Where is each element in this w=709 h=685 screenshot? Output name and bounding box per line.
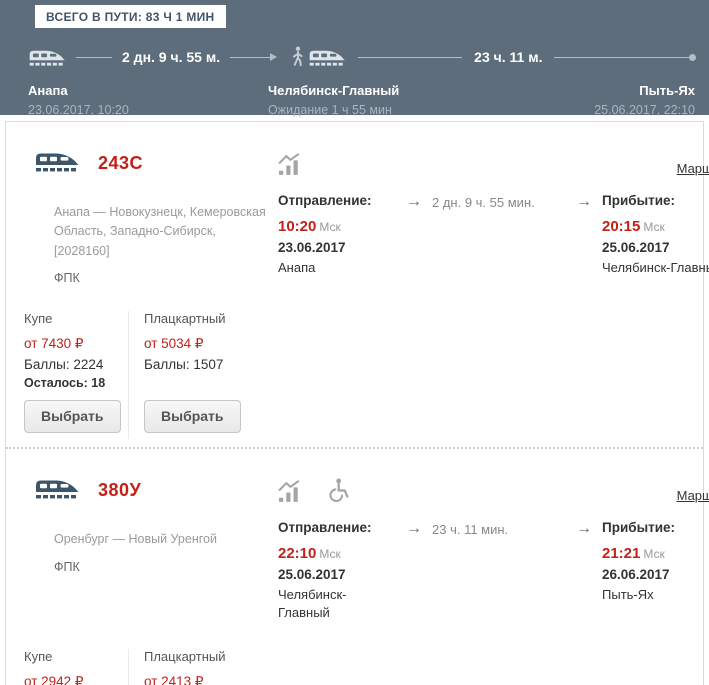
stop-info: Ожидание 1 ч 55 мин (268, 103, 392, 117)
arrival-date: 26.06.2017 (602, 567, 670, 583)
fare-class-label: Плацкартный (144, 311, 226, 327)
route-line (76, 56, 112, 58)
train-info-column: 243С Анапа — Новокузнецк, Кемеровская Об… (34, 148, 278, 285)
arrival-block: Прибытие: 21:21 Мск 26.06.2017 Пыть-Ях (602, 520, 709, 604)
transfer-walk-icon (291, 46, 304, 68)
fare-column-kupe: Купе от 2942 ₽ Баллы: 880 (24, 649, 128, 685)
trip-duration: 23 ч. 11 мин. (432, 522, 509, 538)
fare-column-kupe: Купе от 7430 ₽ Баллы: 2224 Осталось: 18 … (24, 311, 128, 439)
route-arrowhead (270, 53, 278, 61)
arrival-time: 21:21 (602, 545, 641, 563)
fare-column-platzkart: Плацкартный от 5034 ₽ Баллы: 1507 Выбрат… (128, 311, 313, 440)
route-line-end-dot (554, 53, 696, 61)
select-button[interactable]: Выбрать (144, 400, 241, 434)
fare-class-label: Купе (24, 311, 53, 327)
stop-origin: Анапа 23.06.2017, 10:20 (28, 83, 268, 117)
segment-arrow-icon: → (406, 520, 422, 538)
segment-arrow-icon: → (576, 520, 592, 538)
arrival-date: 25.06.2017 (602, 240, 670, 255)
departure-station: Челябинск-Главный (278, 587, 347, 621)
departure-date: 25.06.2017 (278, 567, 346, 583)
carrier-name: ФПК (54, 559, 80, 574)
route-line (230, 56, 271, 58)
train-card: 243С Анапа — Новокузнецк, Кемеровская Об… (6, 122, 709, 447)
departure-label: Отправление: (278, 193, 372, 208)
trip-duration: 2 дн. 9 ч. 55 мин. (432, 195, 535, 210)
train-number: 243С (98, 153, 144, 173)
train-route: Оренбург — Новый Уренгой (54, 532, 217, 547)
route-diagram: 2 дн. 9 ч. 55 м. 23 ч. 11 м. (0, 44, 709, 70)
departure-time: 10:20 (278, 218, 317, 235)
fare-class-label: Плацкартный (144, 648, 226, 664)
stats-icon (278, 480, 305, 503)
arrival-block: Прибытие: 20:15 Мск 25.06.2017 Челябинск-… (602, 193, 709, 277)
departure-date: 23.06.2017 (278, 240, 346, 255)
leg-duration: 23 ч. 11 м. (474, 49, 543, 65)
fare-price: от 2942 ₽ (24, 673, 84, 685)
route-line (358, 56, 463, 58)
train-number: 380У (98, 480, 142, 501)
segment-arrow-icon: → (576, 193, 592, 210)
fare-seats-left: Осталось: 18 (24, 376, 106, 391)
arrival-label: Прибытие: (602, 193, 676, 208)
fare-price: от 5034 ₽ (144, 336, 204, 352)
stop-name: Анапа (28, 83, 68, 98)
stop-info: 25.06.2017, 22:10 (594, 103, 695, 117)
stop-transfer: Челябинск-Главный Ожидание 1 ч 55 мин (268, 83, 594, 117)
fare-points: Баллы: 1507 (144, 357, 224, 373)
total-travel-time-badge: ВСЕГО В ПУТИ: 83 Ч 1 МИН (35, 5, 226, 28)
fare-options: Купе от 7430 ₽ Баллы: 2224 Осталось: 18 … (24, 311, 689, 440)
train-info-column: 380У Оренбург — Новый Уренгой ФПК (34, 475, 278, 622)
route-link[interactable]: Маршрут (676, 161, 709, 176)
train-icon (28, 45, 66, 69)
arrival-station: Челябинск-Главный (602, 260, 709, 275)
fare-column-platzkart: Плацкартный от 2413 ₽ Баллы: 722 (128, 648, 313, 685)
timezone-label: Мск (319, 547, 341, 562)
train-results-list: 243С Анапа — Новокузнецк, Кемеровская Об… (5, 121, 709, 685)
fare-points: Баллы: 2224 (24, 357, 104, 373)
stop-info: 23.06.2017, 10:20 (28, 103, 129, 117)
segment-arrow-icon: → (406, 193, 422, 210)
timezone-label: Мск (643, 220, 665, 234)
route-link[interactable]: Маршрут (676, 488, 709, 504)
stop-name: Челябинск-Главный (268, 83, 400, 98)
departure-time: 22:10 (278, 545, 317, 563)
timezone-label: Мск (643, 547, 665, 562)
timezone-label: Мск (319, 220, 341, 234)
stats-icon (278, 153, 305, 176)
select-button[interactable]: Выбрать (24, 400, 121, 434)
train-icon (34, 475, 80, 506)
train-icon (34, 148, 80, 179)
train-card: 380У Оренбург — Новый Уренгой ФПК Маршру… (6, 447, 709, 685)
fare-price: от 7430 ₽ (24, 336, 84, 352)
route-stops: Анапа 23.06.2017, 10:20 Челябинск-Главны… (0, 83, 709, 117)
train-icon (308, 45, 346, 69)
departure-block: Отправление: 22:10 Мск 25.06.2017 Челябин… (278, 520, 396, 622)
arrival-time: 20:15 (602, 218, 641, 235)
arrival-label: Прибытие: (602, 520, 676, 536)
stop-name: Пыть-Ях (639, 83, 695, 98)
fare-class-label: Купе (24, 648, 53, 664)
stop-destination: Пыть-Ях 25.06.2017, 22:10 (594, 83, 695, 117)
route-summary-header: ВСЕГО В ПУТИ: 83 Ч 1 МИН 2 дн. 9 ч. 55 м… (0, 0, 709, 117)
arrival-station: Пыть-Ях (602, 587, 654, 603)
departure-block: Отправление: 10:20 Мск 23.06.2017 Анапа (278, 193, 396, 277)
departure-label: Отправление: (278, 520, 372, 536)
leg-duration: 2 дн. 9 ч. 55 м. (122, 49, 221, 65)
carrier-name: ФПК (54, 271, 80, 286)
train-route: Анапа — Новокузнецк, Кемеровская Область… (54, 205, 266, 258)
fare-options: Купе от 2942 ₽ Баллы: 880 Плацкартный от… (24, 648, 689, 685)
departure-station: Анапа (278, 260, 316, 275)
fare-price: от 2413 ₽ (144, 673, 204, 685)
wheelchair-icon (327, 478, 352, 503)
